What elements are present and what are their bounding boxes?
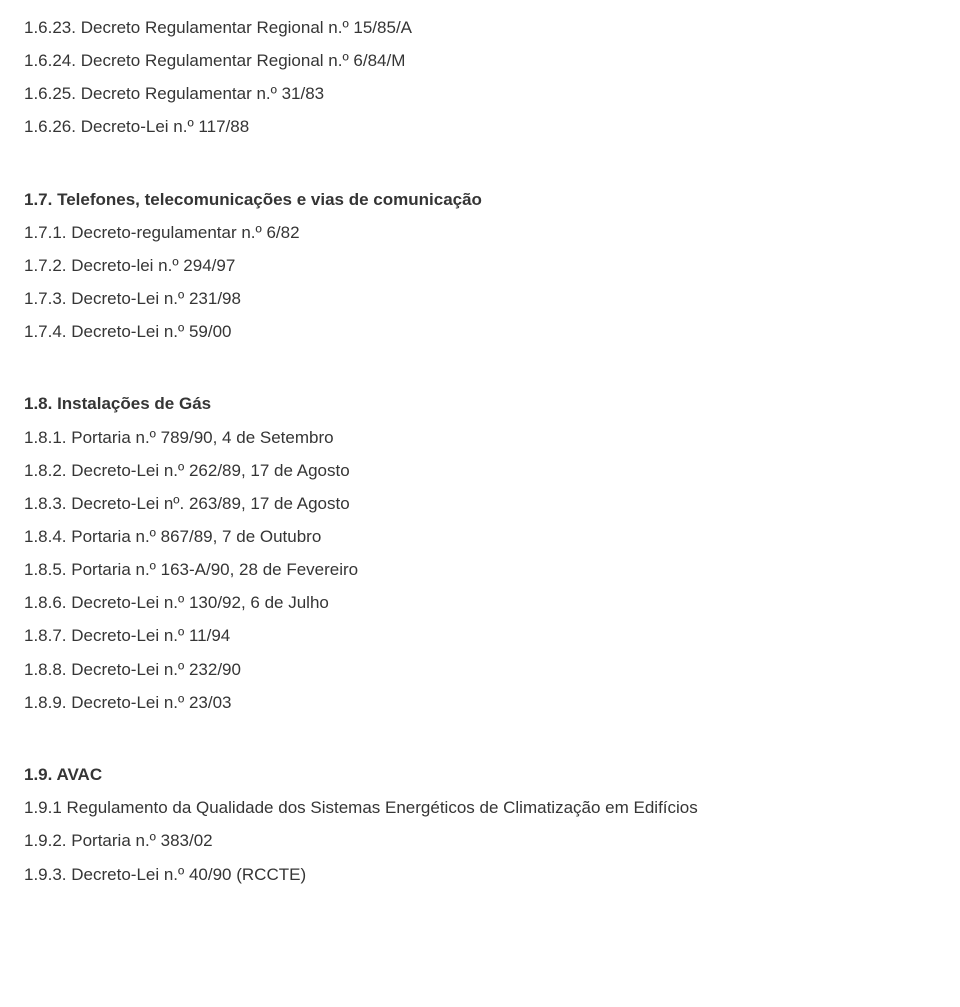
list-item: 1.8.9. Decreto-Lei n.º 23/03 <box>24 690 960 716</box>
list-item: 1.8.4. Portaria n.º 867/89, 7 de Outubro <box>24 524 960 550</box>
section-heading: 1.7. Telefones, telecomunicações e vias … <box>24 187 960 213</box>
list-item: 1.9.2. Portaria n.º 383/02 <box>24 828 960 854</box>
list-item: 1.7.3. Decreto-Lei n.º 231/98 <box>24 286 960 312</box>
list-item: 1.6.25. Decreto Regulamentar n.º 31/83 <box>24 81 960 107</box>
list-item: 1.8.3. Decreto-Lei nº. 263/89, 17 de Ago… <box>24 491 960 517</box>
list-item: 1.9.1 Regulamento da Qualidade dos Siste… <box>24 795 960 821</box>
list-item: 1.8.2. Decreto-Lei n.º 262/89, 17 de Ago… <box>24 458 960 484</box>
section-heading: 1.9. AVAC <box>24 762 960 788</box>
list-item: 1.8.6. Decreto-Lei n.º 130/92, 6 de Julh… <box>24 590 960 616</box>
list-item: 1.7.4. Decreto-Lei n.º 59/00 <box>24 319 960 345</box>
list-item: 1.6.23. Decreto Regulamentar Regional n.… <box>24 15 960 41</box>
list-item: 1.6.26. Decreto-Lei n.º 117/88 <box>24 114 960 140</box>
list-item: 1.8.1. Portaria n.º 789/90, 4 de Setembr… <box>24 425 960 451</box>
list-item: 1.8.7. Decreto-Lei n.º 11/94 <box>24 623 960 649</box>
list-item: 1.8.8. Decreto-Lei n.º 232/90 <box>24 657 960 683</box>
list-item: 1.7.1. Decreto-regulamentar n.º 6/82 <box>24 220 960 246</box>
list-item: 1.7.2. Decreto-lei n.º 294/97 <box>24 253 960 279</box>
list-item: 1.8.5. Portaria n.º 163-A/90, 28 de Feve… <box>24 557 960 583</box>
list-item: 1.6.24. Decreto Regulamentar Regional n.… <box>24 48 960 74</box>
list-item: 1.9.3. Decreto-Lei n.º 40/90 (RCCTE) <box>24 862 960 888</box>
section-heading: 1.8. Instalações de Gás <box>24 391 960 417</box>
